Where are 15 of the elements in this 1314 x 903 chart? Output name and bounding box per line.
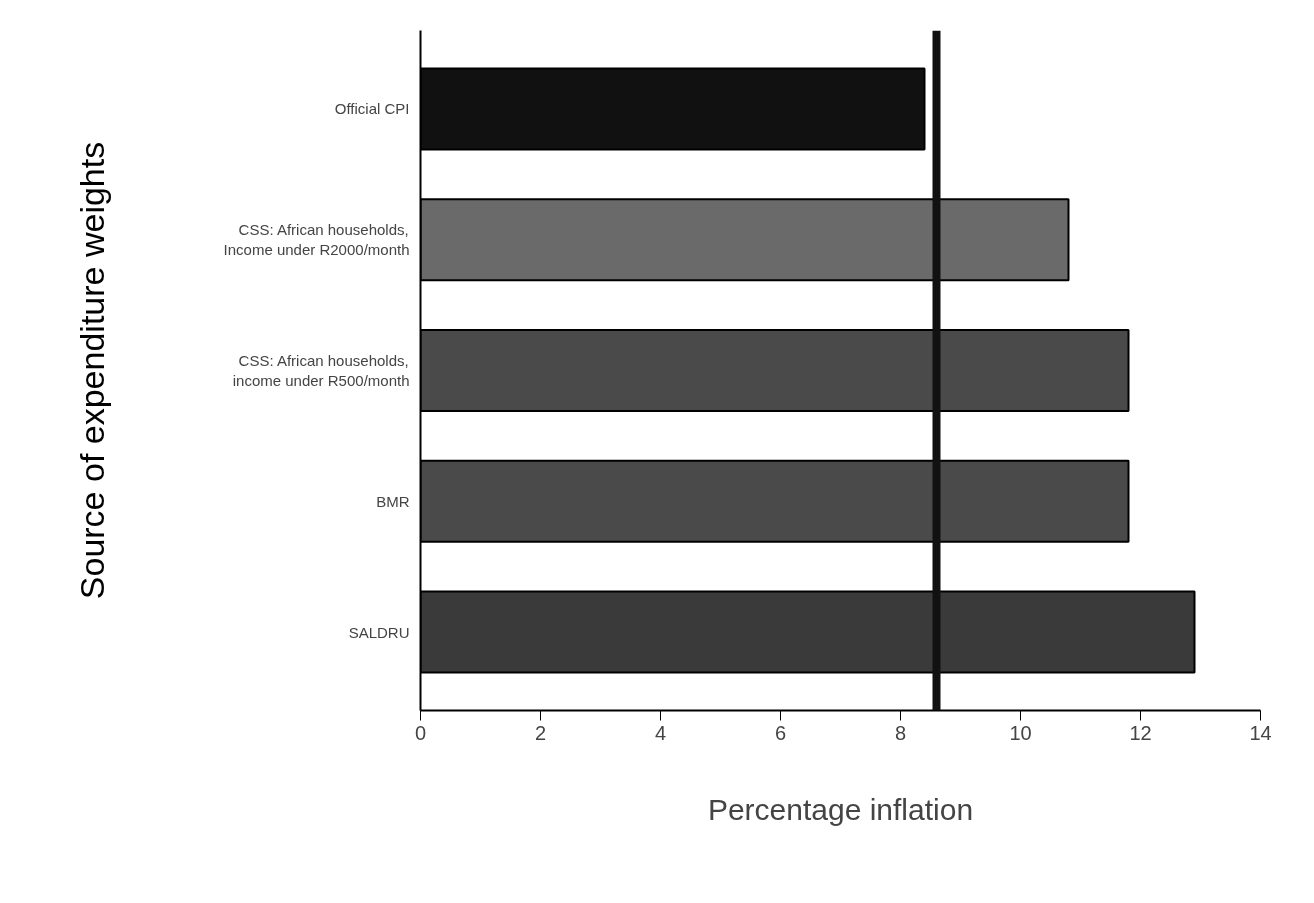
x-tick-label: 14 xyxy=(1249,721,1272,744)
x-tick-label: 10 xyxy=(1009,721,1032,744)
y-axis-title: Source of expenditure weights xyxy=(72,141,111,600)
y-tick-label: BMR xyxy=(376,492,410,510)
x-tick-label: 4 xyxy=(654,721,667,744)
x-tick-label: 6 xyxy=(774,721,787,744)
x-tick-label: 2 xyxy=(534,721,547,744)
x-tick-label: 0 xyxy=(414,721,427,744)
y-tick-label: Official CPI xyxy=(334,100,410,118)
x-tick-label: 12 xyxy=(1129,721,1152,744)
y-tick-label: CSS: African households, Income under R2000/month xyxy=(223,221,410,259)
y-tick-label: SALDRU xyxy=(348,623,410,641)
y-tick-label: CSS: African households, income under R500/month xyxy=(232,351,410,390)
x-axis-title: Percentage inflation xyxy=(707,792,974,826)
x-tick-label: 8 xyxy=(894,721,907,744)
